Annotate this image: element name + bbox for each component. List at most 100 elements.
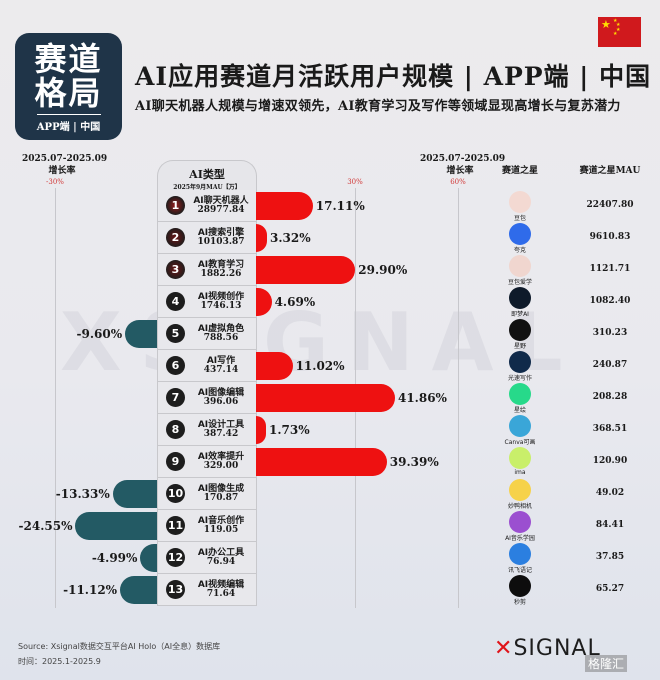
category-name: AI效率提升 <box>197 452 245 462</box>
table-row: 13 AI视频编辑 71.64 <box>157 574 257 606</box>
table-row: 9 AI效率提升 329.00 <box>157 446 257 478</box>
growth-bar-positive <box>256 448 387 476</box>
logo-divider <box>36 114 101 115</box>
category-name: AI教育学习 <box>197 260 245 270</box>
track-star-app: ima <box>505 447 535 476</box>
rank-badge: 8 <box>166 420 185 439</box>
app-name: Canva可画 <box>504 439 536 446</box>
growth-label: 4.69% <box>274 295 316 309</box>
category-name: AI设计工具 <box>197 420 245 430</box>
category-name: AI虚拟角色 <box>197 324 245 334</box>
track-star-app: 豆包爱学 <box>505 255 535 286</box>
rank-badge: 7 <box>166 388 185 407</box>
growth-bar-positive <box>256 288 272 316</box>
app-name: 即梦AI <box>511 311 529 318</box>
rank-badge: 5 <box>166 324 185 343</box>
app-icon <box>509 287 531 309</box>
track-star-app: 星绘 <box>505 383 535 414</box>
rank-badge: 9 <box>166 452 185 471</box>
star-mau-value: 310.23 <box>592 328 628 338</box>
growth-bar-positive <box>256 192 313 220</box>
app-icon <box>509 191 531 213</box>
growth-bar-positive <box>256 352 293 380</box>
track-star-app: 光速写作 <box>505 351 535 382</box>
rank-badge: 12 <box>166 548 185 567</box>
star-mau-header: 赛道之星MAU <box>579 166 641 176</box>
app-icon <box>509 319 531 341</box>
rank-badge: 10 <box>166 484 185 503</box>
x-logo-icon: ✕ <box>494 636 514 661</box>
growth-label: 41.86% <box>397 391 447 405</box>
table-header: AI类型 2025年9月MAU【万】 <box>157 160 257 191</box>
page-subtitle: AI聊天机器人规模与增速双领先，AI教育学习及写作等领域显现高增长与复苏潜力 <box>135 99 621 114</box>
app-icon <box>509 511 531 533</box>
app-icon <box>509 543 531 565</box>
star-mau-value: 1082.40 <box>589 296 631 306</box>
table-row: 6 AI写作 437.14 <box>157 350 257 382</box>
category-mau: 10103.87 <box>197 237 245 247</box>
growth-bar-negative <box>112 480 157 508</box>
table-row: 5 AI虚拟角色 788.56 <box>157 318 257 350</box>
app-name: 讯飞语记 <box>507 567 532 574</box>
growth-label: -24.55% <box>18 519 73 533</box>
gridline-pos60 <box>458 188 459 608</box>
category-mau: 71.64 <box>206 589 236 599</box>
table-row: 3 AI教育学习 1882.26 <box>157 254 257 286</box>
corner-watermark: 格隆汇 <box>585 655 628 672</box>
china-flag-icon: ★ ★ ★ ★ ★ <box>598 17 641 47</box>
table-row: 8 AI设计工具 387.42 <box>157 414 257 446</box>
tick-neg30: -30% <box>46 178 64 186</box>
star-mau-value: 37.85 <box>595 552 625 562</box>
growth-label: 1.73% <box>269 423 310 437</box>
category-mau: 387.42 <box>203 429 239 439</box>
app-icon <box>509 415 531 437</box>
star-mau-value: 368.51 <box>592 424 628 434</box>
left-period-header: 2025.07-2025.09 增长率 <box>22 154 108 176</box>
source-note: Source: Xsignal数据交互平台AI Holo（AI全息）数据库 <box>18 642 221 651</box>
growth-bar-positive <box>256 416 266 444</box>
app-icon <box>509 479 531 501</box>
app-icon <box>509 255 531 277</box>
growth-bar-positive <box>256 256 356 284</box>
category-mau: 76.94 <box>206 557 236 567</box>
category-mau: 1882.26 <box>200 269 242 279</box>
table-row: 4 AI视频创作 1746.13 <box>157 286 257 318</box>
right-period-header: 2025.07-2025.09 增长率 <box>420 154 506 176</box>
category-mau: 28977.84 <box>197 205 245 215</box>
star-mau-value: 208.28 <box>592 392 628 402</box>
track-star-app: 秒剪 <box>505 575 535 606</box>
star-mau-value: 9610.83 <box>589 232 631 242</box>
table-row: 1 AI聊天机器人 28977.84 <box>157 190 257 222</box>
track-star-app: Canva可画 <box>505 415 535 446</box>
rank-badge: 6 <box>166 356 185 375</box>
app-icon <box>509 223 531 245</box>
category-name: AI视频编辑 <box>197 580 245 590</box>
app-name: AI音乐学园 <box>505 535 535 542</box>
growth-bar-negative <box>125 320 157 348</box>
growth-label: -11.12% <box>63 583 118 597</box>
category-name: AI聊天机器人 <box>193 196 249 206</box>
growth-label: 29.90% <box>358 263 408 277</box>
category-name: AI写作 <box>206 356 236 366</box>
growth-label: 17.11% <box>315 199 365 213</box>
table-row: 11 AI音乐创作 119.05 <box>157 510 257 542</box>
app-name: 星绘 <box>513 407 526 414</box>
track-star-app: 豆包 <box>505 191 535 222</box>
table-row: 12 AI办公工具 76.94 <box>157 542 257 574</box>
track-star-app: 即梦AI <box>505 287 535 318</box>
app-icon <box>509 575 531 597</box>
app-name: 夸克 <box>513 247 526 254</box>
time-note: 时间：2025.1-2025.9 <box>18 657 101 666</box>
logo-line1: 赛道 <box>34 40 103 78</box>
table-row: 2 AI搜索引擎 10103.87 <box>157 222 257 254</box>
logo-sub: APP端 | 中国 <box>36 122 101 133</box>
category-mau: 788.56 <box>203 333 239 343</box>
gridline-neg30 <box>55 188 56 608</box>
app-name: 豆包爱学 <box>507 279 532 286</box>
app-name: ima <box>514 469 526 476</box>
app-name: 秒剪 <box>513 599 526 606</box>
track-star-app: 妙鸭相机 <box>505 479 535 510</box>
star-mau-value: 49.02 <box>595 488 625 498</box>
rank-badge: 4 <box>166 292 185 311</box>
rank-badge: 11 <box>166 516 185 535</box>
